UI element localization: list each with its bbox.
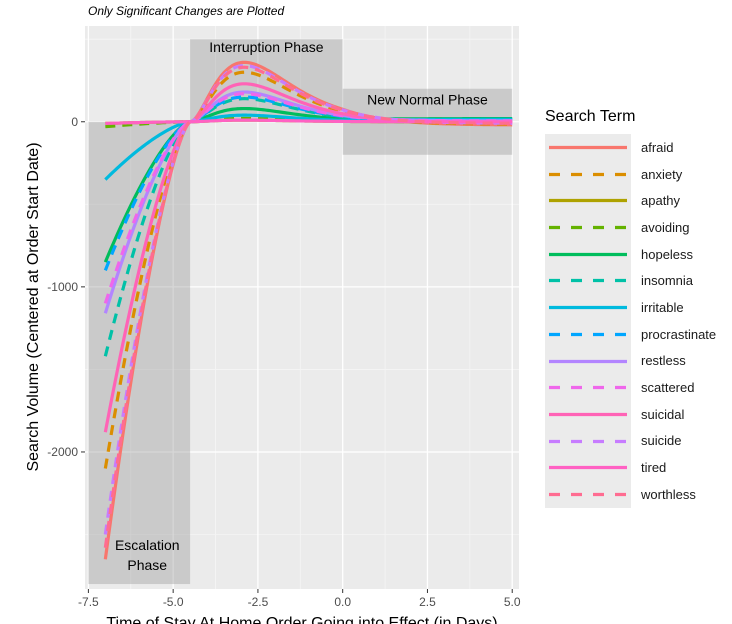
y-tick-label: 0 — [71, 115, 78, 129]
legend-key — [545, 374, 631, 401]
y-axis-label: Search Volume (Centered at Order Start D… — [25, 142, 42, 471]
legend-label: afraid — [641, 139, 674, 155]
legend-item-afraid: afraid — [545, 134, 716, 161]
legend-item-tired: tired — [545, 454, 716, 481]
legend-label: anxiety — [641, 166, 683, 182]
x-tick-label: -2.5 — [248, 595, 269, 609]
legend-label: scattered — [641, 380, 695, 396]
x-tick-label: 0.0 — [334, 595, 351, 609]
legend-item-hopeless: hopeless — [545, 240, 716, 268]
legend-label: procrastinate — [641, 326, 717, 342]
y-tick-label: -2000 — [47, 445, 78, 459]
legend-label: suicidal — [641, 406, 685, 422]
legend-key — [545, 294, 631, 321]
legend-key — [545, 160, 631, 188]
y-axis: -2000 -1000 0 — [47, 115, 85, 459]
legend-item-restless: restless — [545, 347, 716, 375]
legend-label: tired — [641, 460, 667, 476]
legend-label: avoiding — [641, 219, 690, 235]
x-tick-label: 5.0 — [504, 595, 521, 609]
legend-label: hopeless — [641, 246, 694, 262]
x-axis-label: Time of Stay At Home Order Going into Ef… — [106, 615, 497, 624]
phase-labels: Escalation Phase Interruption Phase New Nor… — [115, 39, 488, 573]
legend-item-suicidal: suicidal — [545, 400, 716, 428]
x-tick-label: 2.5 — [419, 595, 436, 609]
legend-label: insomnia — [641, 273, 694, 289]
legend-key — [545, 480, 631, 508]
legend-label: worthless — [641, 486, 696, 502]
legend-item-procrastinate: procrastinate — [545, 320, 717, 348]
legend-key — [545, 400, 631, 428]
legend-key — [545, 454, 631, 481]
series-line-tired — [105, 118, 513, 126]
legend-key — [545, 427, 631, 455]
phase-label: Escalation — [115, 537, 180, 553]
series-lines — [103, 60, 513, 560]
legend-key — [545, 134, 631, 161]
legend-title: Search Term — [545, 108, 636, 125]
phase-label: Interruption Phase — [209, 39, 324, 55]
legend-item-scattered: scattered — [545, 374, 716, 401]
x-axis: -7.5 -5.0 -2.5 0.0 2.5 5.0 — [78, 589, 521, 609]
legend-key — [545, 187, 631, 215]
chart-subtitle: Only Significant Changes are Plotted — [88, 4, 285, 18]
legend-key — [545, 240, 631, 268]
legend-key — [545, 214, 631, 241]
x-tick-label: -7.5 — [78, 595, 99, 609]
legend-item-insomnia: insomnia — [545, 267, 716, 295]
legend-item-anxiety: anxiety — [545, 160, 716, 188]
legend-label: irritable — [641, 299, 684, 315]
phase-label: Phase — [127, 557, 167, 573]
legend-label: apathy — [641, 193, 681, 209]
legend-item-apathy: apathy — [545, 187, 716, 215]
legend: Search Term afraid anxiety apathy avoiding h… — [545, 108, 716, 508]
legend-label: suicide — [641, 433, 682, 449]
legend-item-suicide: suicide — [545, 427, 716, 455]
legend-label: restless — [641, 353, 686, 369]
legend-key — [545, 267, 631, 295]
phase-label: New Normal Phase — [367, 92, 488, 108]
legend-item-irritable: irritable — [545, 294, 716, 321]
series-line-worthless — [103, 65, 513, 548]
y-tick-label: -1000 — [47, 280, 78, 294]
legend-item-worthless: worthless — [545, 480, 716, 508]
x-tick-label: -5.0 — [163, 595, 184, 609]
legend-key — [545, 320, 631, 348]
legend-key — [545, 347, 631, 375]
legend-item-avoiding: avoiding — [545, 214, 716, 241]
